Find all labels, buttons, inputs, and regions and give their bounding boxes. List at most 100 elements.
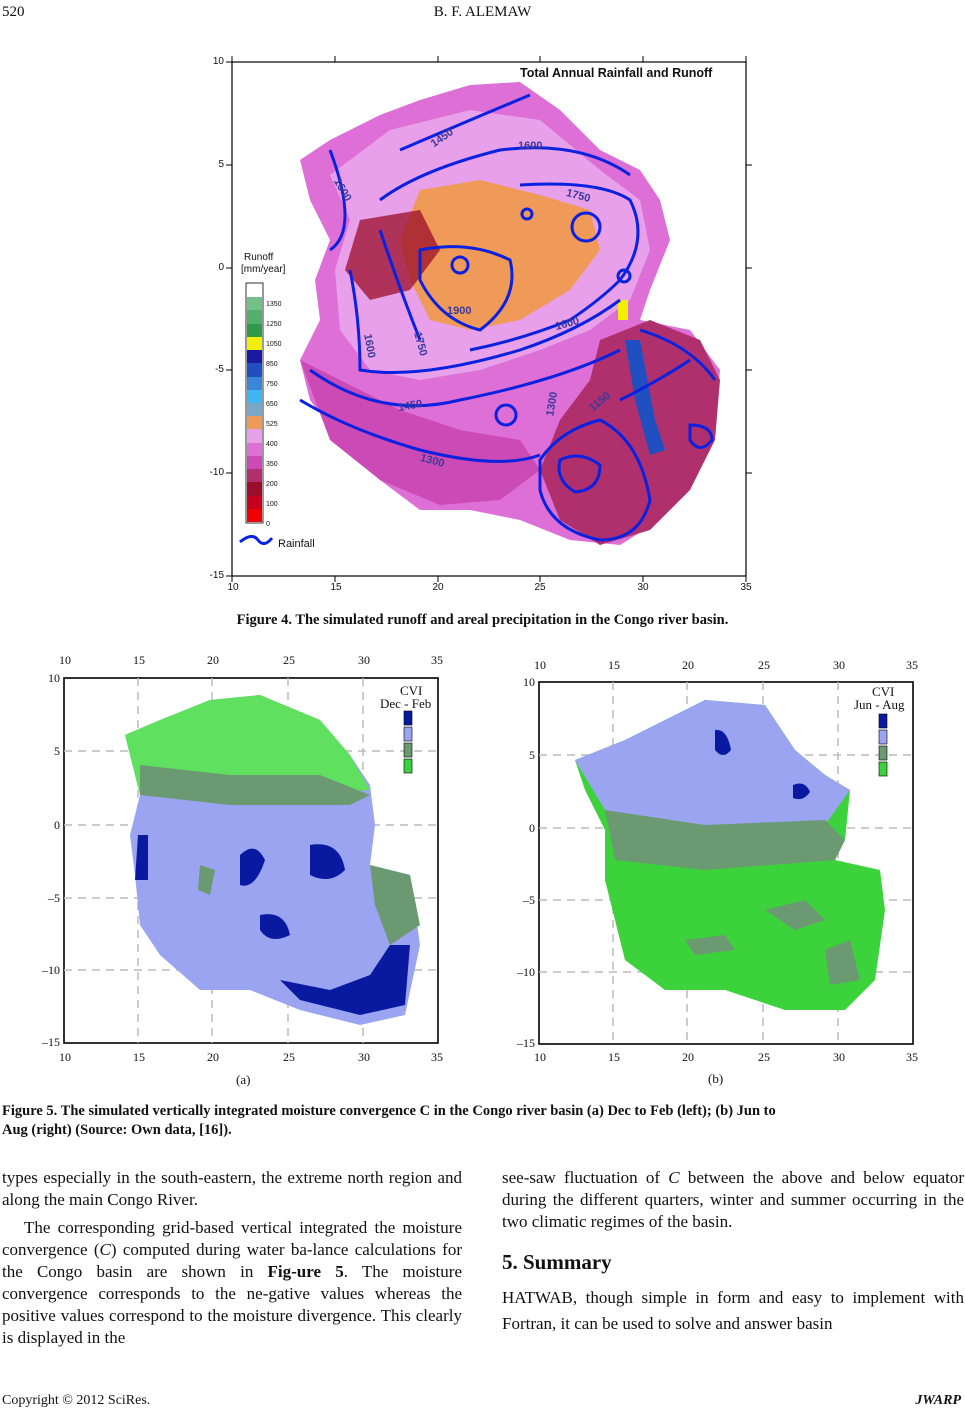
variable-c: C: [668, 1168, 680, 1187]
legend-label: 1350: [266, 301, 282, 308]
section-heading: 5. Summary: [502, 1250, 612, 1274]
legend-label: 650: [266, 401, 278, 408]
legend-label: 750: [266, 381, 278, 388]
contour-label: 1900: [447, 305, 472, 317]
x-tick: 10: [534, 658, 546, 672]
x-tick: 25: [758, 1050, 770, 1064]
rainfall-legend-label: Rainfall: [278, 538, 315, 550]
figure-5-caption-line-2: Aug (right) (Source: Own data, [16]).: [2, 1122, 232, 1138]
x-tick: 25: [283, 653, 295, 667]
fig4-y-tick: -15: [209, 570, 224, 581]
x-tick: 20: [682, 658, 694, 672]
x-tick: 15: [608, 658, 620, 672]
y-tick: 0: [529, 821, 535, 835]
legend-swatch: [247, 429, 262, 443]
legend-swatch: [247, 323, 262, 337]
x-tick: 10: [59, 1050, 71, 1064]
text-run: . The moisture convergence corresponds t…: [2, 1262, 462, 1347]
figure-5a: 10 15 20 25 30 35 10 15 20 25 30 35 10 5…: [30, 645, 460, 1090]
y-tick: 5: [54, 744, 60, 758]
variable-c: C: [99, 1240, 111, 1259]
legend-label: 525: [266, 421, 278, 428]
left-column: types especially in the south-eastern, t…: [2, 1167, 462, 1349]
x-tick: 15: [133, 653, 145, 667]
x-tick: 20: [207, 1050, 219, 1064]
figure-5b: 10 15 20 25 30 35 10 15 20 25 30 35 10 5…: [505, 650, 935, 1090]
figure-5-caption: Figure 5. The simulated vertically integ…: [2, 1102, 965, 1140]
legend-swatch: [247, 495, 262, 509]
cvi-legend-title: CVI: [400, 683, 423, 698]
y-tick: 10: [523, 675, 535, 689]
contour-label: 1600: [518, 140, 543, 152]
text-run: between the above and below equator duri…: [502, 1168, 964, 1231]
y-tick: 10: [48, 671, 60, 685]
y-tick: –10: [42, 963, 60, 977]
text-run: ) computed during water ba-lance calcula…: [2, 1240, 462, 1281]
x-tick: 30: [358, 653, 370, 667]
x-tick: 15: [133, 1050, 145, 1064]
fig4-x-tick: 30: [637, 582, 649, 593]
legend-swatch: [247, 402, 262, 417]
legend-swatch: [247, 336, 262, 351]
legend-swatch: [247, 310, 262, 324]
y-tick: 5: [529, 748, 535, 762]
fig4-y-tick: 5: [218, 159, 224, 170]
fig4-x-tick: 35: [740, 582, 752, 593]
fig4-y-tick: -10: [209, 467, 224, 478]
legend-label: 200: [266, 481, 278, 488]
runoff-legend-unit: [mm/year]: [241, 264, 286, 275]
y-tick: –5: [523, 893, 535, 907]
figure-4-caption: Figure 4. The simulated runoff and areal…: [236, 612, 729, 628]
legend-label: 400: [266, 441, 278, 448]
x-tick: 20: [682, 1050, 694, 1064]
legend-label: 1250: [266, 321, 282, 328]
legend-swatch: [247, 442, 262, 456]
legend-swatch: [247, 284, 262, 298]
x-tick: 35: [906, 1050, 918, 1064]
panel-label-a: (a): [236, 1072, 251, 1087]
journal-name: JWARP: [915, 1393, 961, 1408]
figure-5a-map: [63, 677, 439, 1044]
figure-4-title: Total Annual Rainfall and Runoff: [520, 66, 713, 80]
legend-label: 0: [266, 521, 270, 528]
running-title: B. F. ALEMAW: [433, 4, 532, 20]
x-tick: 35: [431, 1050, 443, 1064]
figure-reference: Fig-ure 5: [267, 1262, 344, 1281]
right-column: see-saw fluctuation of C between the abo…: [502, 1167, 964, 1337]
x-tick: 10: [59, 653, 71, 667]
text-run: see-saw fluctuation of: [502, 1168, 669, 1187]
fig4-y-tick: 10: [212, 56, 224, 67]
rainfall-legend-line: [239, 535, 274, 545]
figure-4: Total Annual Rainfall and Runoff 10 15 2…: [0, 0, 965, 600]
x-tick: 35: [431, 653, 443, 667]
legend-swatch: [247, 469, 262, 483]
figure-4-map: [226, 56, 752, 582]
paragraph: see-saw fluctuation of C between the abo…: [502, 1167, 964, 1233]
copyright: Copyright © 2012 SciRes.: [2, 1393, 151, 1408]
legend-swatch: [247, 363, 262, 377]
fig4-y-tick: -5: [215, 364, 224, 375]
runoff-legend-labels: 1350 1250 1050 850 750 650 525 400 350 2…: [266, 295, 282, 535]
x-tick: 25: [283, 1050, 295, 1064]
legend-swatch: [247, 350, 262, 364]
cvi-legend-season: Jun - Aug: [854, 697, 905, 712]
x-tick: 25: [758, 658, 770, 672]
figure-5b-map: [538, 681, 914, 1045]
paragraph: HATWAB, though simple in form and easy t…: [502, 1288, 964, 1333]
legend-label: 1050: [266, 341, 282, 348]
runoff-legend-title: Runoff: [244, 252, 274, 263]
fig4-y-tick: 0: [218, 262, 224, 273]
y-tick: –15: [517, 1036, 535, 1050]
y-tick: –10: [517, 965, 535, 979]
fig4-x-tick: 10: [227, 582, 239, 593]
text-run: The corresponding grid-based vertical in…: [2, 1218, 462, 1259]
x-tick: 30: [833, 1050, 845, 1064]
paragraph: The corresponding grid-based vertical in…: [2, 1217, 462, 1349]
x-tick: 30: [358, 1050, 370, 1064]
fig4-x-tick: 20: [432, 582, 444, 593]
legend-swatch: [247, 416, 262, 430]
legend-label: 350: [266, 461, 278, 468]
x-tick: 35: [906, 658, 918, 672]
page-number: 520: [2, 4, 25, 20]
fig4-x-tick: 15: [330, 582, 342, 593]
